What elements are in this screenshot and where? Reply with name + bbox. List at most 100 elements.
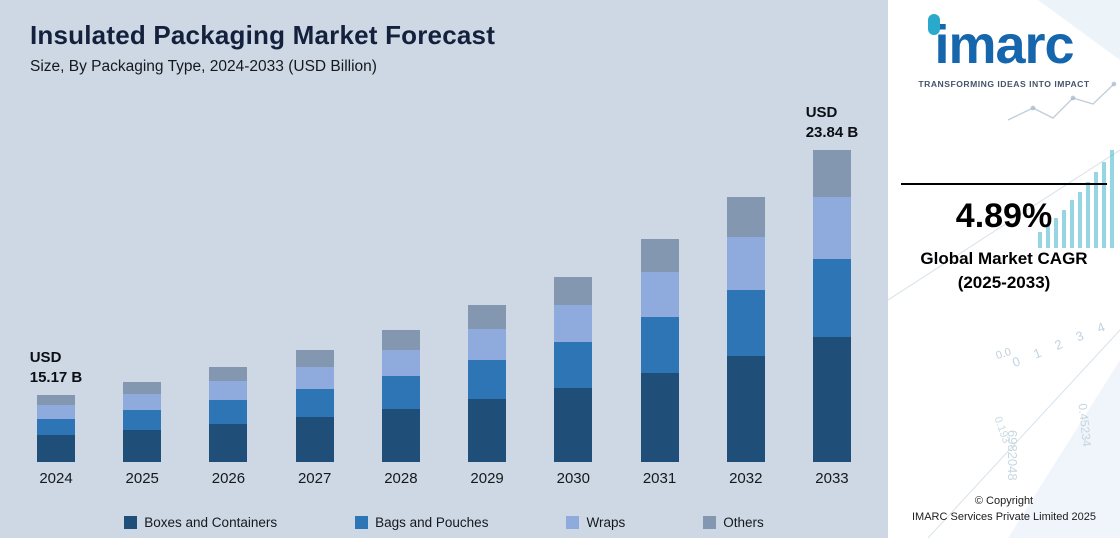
- stacked-bar-2026: [209, 367, 248, 462]
- bar-group-2030: 2030: [551, 128, 595, 487]
- legend-label-others: Others: [723, 515, 764, 530]
- bar-segment-boxes-and-containers: [209, 424, 248, 462]
- legend-swatch-wraps: [566, 516, 580, 529]
- stacked-bar-2033: [812, 150, 851, 462]
- imarc-logo: imarc TRANSFORMING IDEAS INTO IMPACT: [888, 0, 1120, 89]
- bar-segment-boxes-and-containers: [295, 417, 334, 462]
- bar-group-2026: 2026: [206, 128, 250, 487]
- bar-segment-others: [381, 330, 420, 350]
- bar-segment-bags-and-pouches: [381, 376, 420, 410]
- bar-group-2024: USD 15.17 B 2024: [30, 128, 83, 487]
- brand-panel: 0 1 2 3 4 0.0 6982048 0.193 0.45234 imar…: [888, 0, 1120, 538]
- bar-segment-others: [468, 305, 507, 329]
- bar-segment-boxes-and-containers: [381, 409, 420, 462]
- bar-group-2028: 2028: [379, 128, 423, 487]
- x-axis-label-2027: 2027: [297, 470, 332, 487]
- chart-header: Insulated Packaging Market Forecast Size…: [30, 20, 495, 76]
- bar-segment-boxes-and-containers: [37, 435, 75, 462]
- x-axis-label-2026: 2026: [211, 470, 246, 487]
- legend-swatch-others: [703, 516, 717, 529]
- x-axis-label-2033: 2033: [815, 470, 849, 487]
- bar-group-2031: 2031: [638, 128, 682, 487]
- stacked-bar-2030: [554, 277, 593, 462]
- chart-legend: Boxes and Containers Bags and Pouches Wrap…: [0, 515, 888, 530]
- stacked-bar-2032: [726, 197, 765, 462]
- legend-item-boxes-and-containers: Boxes and Containers: [124, 515, 277, 530]
- bar-segment-bags-and-pouches: [209, 400, 248, 424]
- chart-panel: Insulated Packaging Market Forecast Size…: [0, 0, 888, 538]
- logo-dot-icon: [928, 14, 940, 35]
- annotation-line: 15.17 B: [29, 368, 83, 386]
- bar-segment-wraps: [726, 236, 765, 290]
- bar-segment-wraps: [640, 272, 679, 318]
- chart-title: Insulated Packaging Market Forecast: [30, 20, 496, 50]
- bar-segment-others: [123, 382, 162, 394]
- cagr-years: (2025-2033): [957, 273, 1051, 293]
- bar-segment-bags-and-pouches: [726, 289, 765, 356]
- copyright-line2: IMARC Services Private Limited 2025: [911, 511, 1096, 524]
- cagr-value: 4.89%: [955, 197, 1053, 235]
- x-axis-label-2024: 2024: [39, 470, 73, 487]
- bar-group-2027: 2027: [293, 128, 337, 487]
- bar-segment-bags-and-pouches: [295, 389, 334, 418]
- bar-segment-bags-and-pouches: [554, 341, 593, 388]
- cagr-block: 4.89% Global Market CAGR (2025-2033): [888, 183, 1120, 293]
- bar-segment-others: [812, 150, 851, 197]
- stacked-bar-2025: [123, 382, 162, 462]
- x-axis-label-2028: 2028: [384, 470, 418, 487]
- stacked-bar-2031: [640, 239, 679, 462]
- bar-segment-others: [726, 197, 765, 237]
- bar-segment-boxes-and-containers: [640, 372, 679, 462]
- brand-content: imarc TRANSFORMING IDEAS INTO IMPACT 4.8…: [888, 0, 1120, 538]
- legend-swatch-boxes-and-containers: [124, 516, 138, 529]
- stacked-bar-2028: [381, 330, 420, 462]
- bar-segment-others: [554, 277, 593, 305]
- bar-segment-wraps: [123, 394, 162, 410]
- x-axis-label-2030: 2030: [556, 470, 590, 487]
- bar-group-2025: 2025: [120, 128, 164, 487]
- annotation-line: USD: [805, 104, 838, 121]
- bar-segment-bags-and-pouches: [812, 259, 851, 338]
- copyright: © Copyright IMARC Services Private Limit…: [888, 494, 1120, 526]
- bar-segment-bags-and-pouches: [468, 359, 507, 400]
- bar-group-2032: 2032: [724, 128, 768, 487]
- legend-item-others: Others: [703, 515, 764, 530]
- bar-group-2033: USD 23.84 B 2033: [806, 104, 859, 487]
- bar-group-2029: 2029: [465, 128, 509, 487]
- bar-segment-wraps: [37, 405, 75, 419]
- legend-item-bags-and-pouches: Bags and Pouches: [355, 515, 488, 530]
- stacked-bar-2029: [468, 305, 507, 462]
- plot-area: USD 15.17 B 2024 2025 2026 2027 2028 2029 2030 20…: [30, 104, 859, 487]
- legend-label-wraps: Wraps: [586, 515, 626, 530]
- stacked-bar-2027: [295, 350, 334, 462]
- bar-segment-wraps: [554, 304, 593, 342]
- legend-label-boxes-and-containers: Boxes and Containers: [144, 515, 278, 530]
- bar-segment-bags-and-pouches: [640, 317, 679, 373]
- x-axis-label-2032: 2032: [729, 470, 763, 487]
- stacked-bar-2024: [37, 395, 75, 462]
- bar-segment-others: [37, 395, 75, 406]
- bar-segment-others: [640, 239, 679, 273]
- legend-item-wraps: Wraps: [566, 515, 625, 530]
- cagr-divider: [901, 183, 1107, 185]
- bar-segment-bags-and-pouches: [37, 418, 75, 436]
- annotation-line: USD: [29, 349, 62, 366]
- bar-segment-wraps: [812, 196, 851, 260]
- bar-segment-bags-and-pouches: [123, 410, 162, 430]
- imarc-tagline: TRANSFORMING IDEAS INTO IMPACT: [918, 79, 1090, 89]
- x-axis-label-2025: 2025: [125, 470, 159, 487]
- bar-segment-wraps: [295, 366, 334, 390]
- bar-segment-others: [209, 367, 248, 382]
- bar-annotation-2033: USD 23.84 B: [806, 103, 859, 142]
- legend-label-bags-and-pouches: Bags and Pouches: [375, 515, 489, 530]
- bar-annotation-2024: USD 15.17 B: [30, 348, 83, 387]
- chart-subtitle: Size, By Packaging Type, 2024-2033 (USD …: [30, 58, 377, 75]
- bar-segment-boxes-and-containers: [812, 337, 851, 462]
- bar-segment-others: [295, 350, 334, 367]
- bar-segment-boxes-and-containers: [468, 399, 507, 462]
- copyright-line1: © Copyright: [974, 495, 1034, 508]
- cagr-label: Global Market CAGR: [920, 249, 1088, 268]
- bar-segment-boxes-and-containers: [726, 356, 765, 462]
- annotation-line: 23.84 B: [805, 123, 859, 141]
